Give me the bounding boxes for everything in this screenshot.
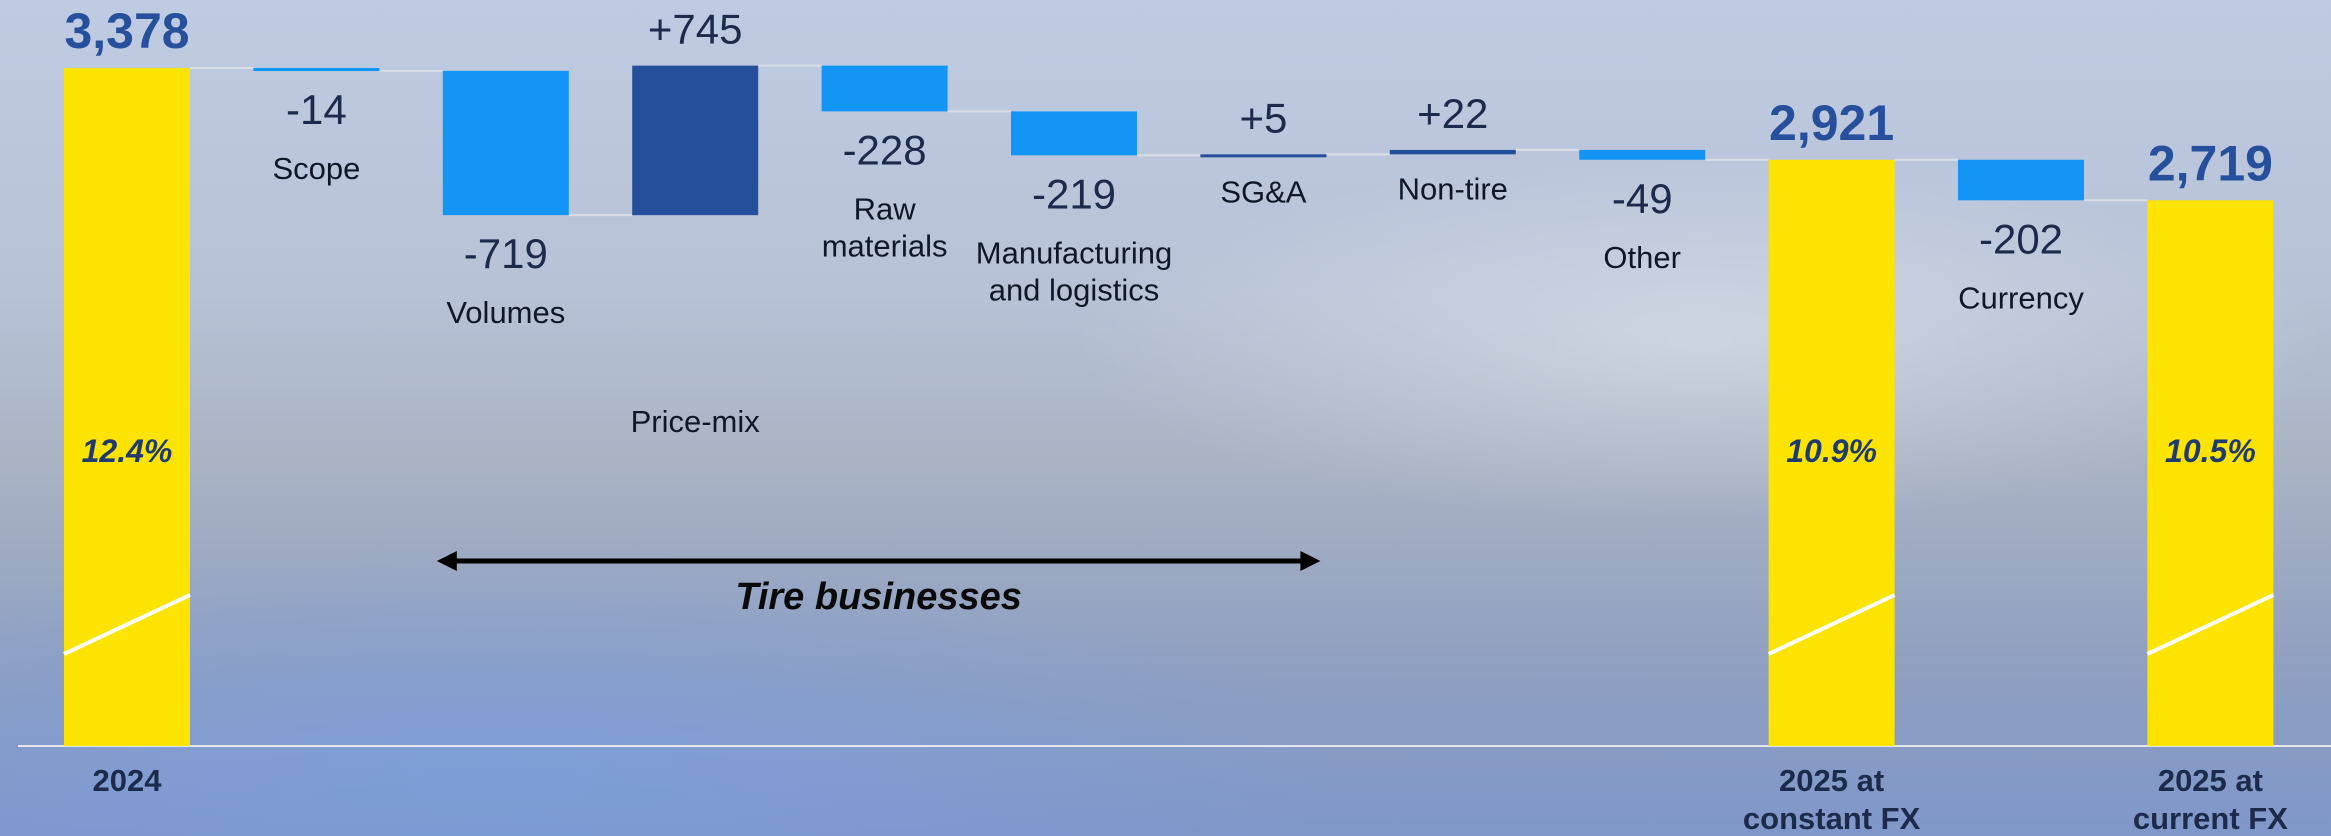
- decrease-bar: [1958, 159, 2084, 201]
- category-label: Manufacturing: [976, 235, 1172, 270]
- category-label: Raw: [854, 191, 917, 226]
- category-label: materials: [822, 228, 948, 263]
- total-bar: [64, 68, 190, 746]
- category-label: current FX: [2133, 801, 2288, 836]
- delta-value-label: +745: [648, 6, 743, 53]
- total-value-label: 2,719: [2148, 135, 2273, 191]
- category-label: and logistics: [989, 272, 1160, 307]
- margin-label: 10.9%: [1786, 433, 1877, 469]
- category-label: 2025 at: [2158, 763, 2263, 798]
- delta-value-label: -49: [1612, 175, 1673, 222]
- delta-value-label: -202: [1979, 215, 2063, 262]
- decrease-bar: [442, 70, 569, 216]
- category-label: Scope: [272, 151, 360, 186]
- category-label: Other: [1603, 240, 1681, 275]
- category-label: Price-mix: [631, 404, 761, 439]
- category-label: 2025 at: [1779, 763, 1884, 798]
- decrease-bar: [1011, 111, 1137, 156]
- category-label: 2024: [93, 763, 163, 798]
- category-label: Currency: [1958, 280, 2084, 315]
- delta-value-label: -219: [1032, 170, 1116, 217]
- increase-bar: [1200, 154, 1327, 158]
- increase-bar: [1389, 149, 1516, 155]
- margin-label: 10.5%: [2165, 433, 2256, 469]
- category-label: SG&A: [1220, 174, 1306, 209]
- axis-break-mark: [1767, 593, 1896, 656]
- total-bar: [2147, 200, 2274, 747]
- total-value-label: 2,921: [1769, 95, 1894, 151]
- axis-break-mark: [63, 593, 191, 656]
- margin-label: 12.4%: [82, 433, 173, 469]
- delta-value-label: -228: [843, 126, 927, 173]
- group-arrow-head-right: [1300, 551, 1321, 571]
- category-label: constant FX: [1743, 801, 1921, 836]
- delta-value-label: +22: [1417, 90, 1488, 137]
- increase-bar: [632, 65, 759, 216]
- category-label: Volumes: [446, 295, 565, 330]
- group-arrow-head-left: [436, 551, 457, 571]
- decrease-bar: [1579, 149, 1706, 160]
- delta-value-label: -14: [286, 86, 347, 133]
- axis-break-mark: [2146, 593, 2275, 656]
- decrease-bar: [821, 65, 948, 112]
- delta-value-label: -719: [464, 230, 548, 277]
- total-bar: [1768, 159, 1895, 746]
- total-value-label: 3,378: [64, 3, 189, 59]
- category-label: Non-tire: [1398, 171, 1508, 206]
- decrease-bar: [253, 68, 380, 72]
- delta-value-label: +5: [1239, 94, 1287, 141]
- group-annotation-label: Tire businesses: [735, 576, 1022, 618]
